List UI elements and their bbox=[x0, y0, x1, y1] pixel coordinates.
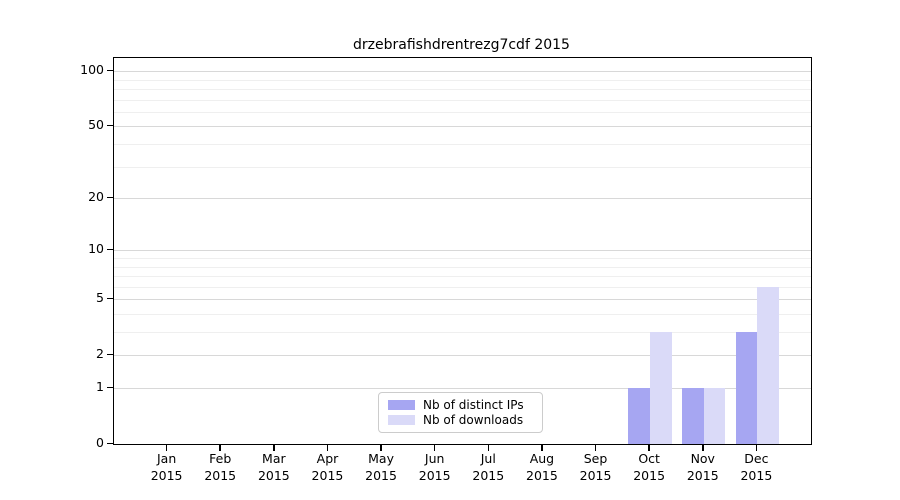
bar-distinct-ips bbox=[628, 388, 651, 444]
y-tick-mark-20 bbox=[107, 196, 114, 199]
y-tick-label-2: 2 bbox=[96, 346, 104, 362]
x-tick-label-jan: Jan 2015 bbox=[135, 450, 199, 484]
x-tick-label-dec: Dec 2015 bbox=[724, 450, 788, 484]
x-tick-label-jun: Jun 2015 bbox=[403, 450, 467, 484]
minor-gridline-7 bbox=[114, 276, 811, 278]
x-tick-mark-jan bbox=[165, 444, 168, 451]
x-tick-year: 2015 bbox=[204, 468, 237, 483]
legend-swatch bbox=[388, 415, 415, 425]
minor-gridline-70 bbox=[114, 99, 811, 101]
chart-title: drzebrafishdrentrezg7cdf 2015 bbox=[353, 37, 570, 53]
major-gridline-20 bbox=[114, 198, 811, 200]
y-tick-label-1: 1 bbox=[96, 379, 104, 395]
x-tick-year: 2015 bbox=[686, 468, 719, 483]
y-tick-mark-0 bbox=[107, 442, 114, 444]
minor-gridline-40 bbox=[114, 144, 811, 146]
y-tick-mark-10 bbox=[107, 248, 114, 251]
x-tick-year: 2015 bbox=[579, 468, 612, 483]
bar-downloads bbox=[757, 286, 780, 444]
x-tick-label-feb: Feb 2015 bbox=[188, 450, 252, 484]
x-tick-mark-feb bbox=[219, 444, 221, 451]
x-tick-label-oct: Oct 2015 bbox=[617, 450, 681, 484]
x-tick-mark-sep bbox=[594, 444, 597, 451]
x-tick-year: 2015 bbox=[365, 468, 397, 483]
plot-area bbox=[113, 57, 812, 445]
major-gridline-2 bbox=[114, 355, 811, 357]
minor-gridline-8 bbox=[114, 266, 811, 268]
x-tick-year: 2015 bbox=[418, 468, 451, 483]
y-tick-mark-100 bbox=[107, 69, 114, 72]
x-tick-mark-oct bbox=[648, 444, 650, 451]
x-tick-label-aug: Aug 2015 bbox=[510, 450, 574, 484]
x-tick-mark-aug bbox=[541, 444, 543, 451]
x-tick-mark-jul bbox=[487, 444, 490, 451]
legend-swatch bbox=[388, 400, 415, 410]
legend-label: Nb of distinct IPs bbox=[423, 398, 524, 412]
minor-gridline-90 bbox=[114, 79, 811, 81]
minor-gridline-60 bbox=[114, 111, 811, 113]
legend-item-downloads: Nb of downloads bbox=[388, 413, 533, 427]
legend-item-distinct-ips: Nb of distinct IPs bbox=[388, 398, 533, 412]
x-tick-label-mar: Mar 2015 bbox=[242, 450, 306, 484]
x-tick-mark-jun bbox=[433, 444, 436, 451]
x-tick-label-apr: Apr 2015 bbox=[295, 450, 359, 484]
y-tick-mark-50 bbox=[107, 124, 114, 127]
x-tick-year: 2015 bbox=[150, 468, 183, 483]
x-tick-label-jul: Jul 2015 bbox=[456, 450, 520, 484]
x-tick-year: 2015 bbox=[257, 468, 290, 483]
minor-gridline-3 bbox=[114, 332, 811, 334]
bar-downloads bbox=[703, 388, 726, 444]
bar-distinct-ips bbox=[682, 388, 704, 444]
minor-gridline-4 bbox=[114, 314, 811, 315]
bar-distinct-ips bbox=[735, 332, 758, 444]
y-tick-mark-5 bbox=[107, 297, 114, 300]
major-gridline-50 bbox=[114, 126, 811, 128]
bar-downloads bbox=[650, 332, 672, 444]
major-gridline-5 bbox=[114, 299, 811, 301]
x-tick-year: 2015 bbox=[740, 468, 773, 483]
minor-gridline-6 bbox=[114, 286, 811, 288]
x-tick-label-nov: Nov 2015 bbox=[671, 450, 735, 484]
y-tick-mark-1 bbox=[107, 386, 114, 389]
major-gridline-1 bbox=[114, 388, 811, 390]
x-tick-mark-may bbox=[380, 444, 382, 451]
minor-gridline-30 bbox=[114, 166, 811, 168]
y-tick-label-5: 5 bbox=[96, 290, 104, 306]
legend-label: Nb of downloads bbox=[423, 413, 524, 427]
y-tick-label-50: 50 bbox=[88, 117, 104, 133]
x-tick-label-may: May 2015 bbox=[349, 450, 413, 484]
minor-gridline-80 bbox=[114, 89, 811, 91]
x-tick-year: 2015 bbox=[633, 468, 666, 483]
major-gridline-10 bbox=[114, 250, 811, 252]
x-tick-year: 2015 bbox=[526, 468, 558, 483]
y-tick-mark-2 bbox=[107, 353, 114, 356]
legend: Nb of distinct IPs Nb of downloads bbox=[378, 392, 543, 433]
x-tick-mark-dec bbox=[755, 444, 758, 451]
major-gridline-100 bbox=[114, 71, 811, 73]
y-tick-label-0: 0 bbox=[96, 435, 104, 450]
minor-gridline-9 bbox=[114, 258, 811, 260]
x-tick-mark-nov bbox=[702, 444, 704, 451]
x-tick-label-sep: Sep 2015 bbox=[564, 450, 628, 484]
y-tick-label-20: 20 bbox=[88, 189, 104, 205]
y-tick-label-10: 10 bbox=[88, 241, 104, 257]
y-tick-label-100: 100 bbox=[80, 62, 104, 78]
x-tick-mark-apr bbox=[326, 444, 329, 451]
x-tick-mark-mar bbox=[273, 444, 275, 451]
x-tick-year: 2015 bbox=[472, 468, 505, 483]
x-tick-year: 2015 bbox=[311, 468, 344, 483]
